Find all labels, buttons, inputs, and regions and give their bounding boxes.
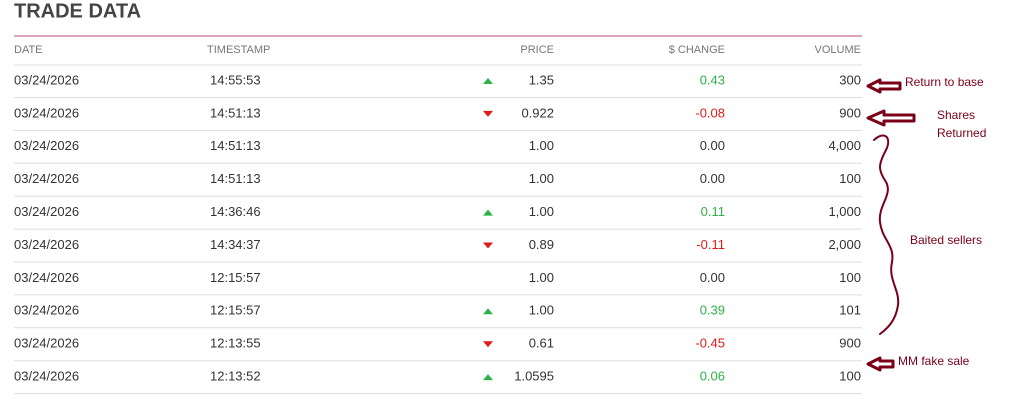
volume-cell: 900	[839, 336, 861, 351]
time-cell: 14:51:13	[210, 138, 261, 153]
time-cell: 12:13:55	[210, 336, 261, 351]
price-cell: 1.00	[529, 270, 554, 285]
volume-cell: 2,000	[828, 237, 861, 252]
annotation: Baited sellers	[910, 233, 982, 247]
time-cell: 12:15:57	[210, 303, 261, 318]
date-cell: 03/24/2026	[14, 303, 79, 318]
column-header: VOLUME	[815, 44, 861, 56]
time-cell: 12:13:52	[210, 369, 261, 384]
annotation: MM fake sale	[898, 354, 970, 368]
trend-up-icon	[483, 308, 493, 315]
annotation-arrow	[866, 78, 902, 94]
time-cell: 14:55:53	[210, 72, 261, 87]
volume-cell: 300	[839, 72, 861, 87]
title: TRADE DATA	[14, 0, 141, 22]
trend-down-icon	[483, 110, 493, 117]
change-cell: 0.00	[700, 270, 725, 285]
volume-cell: 1,000	[828, 204, 861, 219]
annotation: Return to base	[905, 75, 984, 89]
volume-cell: 4,000	[828, 138, 861, 153]
time-cell: 14:51:13	[210, 105, 261, 120]
date-cell: 03/24/2026	[14, 237, 79, 252]
volume-cell: 100	[839, 171, 861, 186]
date-cell: 03/24/2026	[14, 204, 79, 219]
price-cell: 1.35	[529, 72, 554, 87]
time-cell: 14:36:46	[210, 204, 261, 219]
change-cell: 0.00	[700, 171, 725, 186]
column-header: $ CHANGE	[669, 44, 725, 56]
price-cell: 1.0595	[514, 369, 554, 384]
annotation-arrow	[866, 356, 895, 372]
price-cell: 0.89	[529, 237, 554, 252]
price-cell: 1.00	[529, 138, 554, 153]
volume-cell: 900	[839, 105, 861, 120]
trend-up-icon	[483, 374, 493, 381]
date-cell: 03/24/2026	[14, 138, 79, 153]
column-header: PRICE	[520, 44, 554, 56]
price-cell: 0.922	[521, 105, 554, 120]
change-cell: 0.43	[700, 72, 725, 87]
date-cell: 03/24/2026	[14, 171, 79, 186]
annotation: Returned	[937, 126, 986, 140]
change-cell: -0.11	[696, 237, 725, 252]
change-cell: 0.00	[700, 138, 725, 153]
annotation: Shares	[937, 108, 975, 122]
trend-up-icon	[483, 78, 493, 84]
change-cell: -0.08	[695, 105, 725, 120]
annotation-bracket	[873, 134, 900, 335]
trend-down-icon	[483, 242, 493, 249]
date-cell: 03/24/2026	[14, 105, 79, 120]
date-cell: 03/24/2026	[14, 369, 79, 384]
change-cell: 0.39	[700, 303, 725, 318]
annotation-arrow	[866, 109, 916, 127]
price-cell: 1.00	[529, 303, 554, 318]
change-cell: 0.11	[701, 204, 725, 219]
volume-cell: 100	[839, 270, 861, 285]
time-cell: 14:34:37	[210, 237, 261, 252]
time-cell: 14:51:13	[210, 171, 261, 186]
column-header: DATE	[14, 44, 43, 56]
date-cell: 03/24/2026	[14, 336, 79, 351]
trend-down-icon	[483, 341, 493, 348]
price-cell: 1.00	[529, 204, 554, 219]
date-cell: 03/24/2026	[14, 72, 79, 87]
column-header: TIMESTAMP	[207, 44, 270, 56]
volume-cell: 101	[839, 303, 861, 318]
price-cell: 0.61	[529, 336, 554, 351]
volume-cell: 100	[839, 369, 861, 384]
time-cell: 12:15:57	[210, 270, 261, 285]
price-cell: 1.00	[529, 171, 554, 186]
change-cell: -0.45	[695, 336, 725, 351]
date-cell: 03/24/2026	[14, 270, 79, 285]
change-cell: 0.06	[700, 369, 725, 384]
trend-up-icon	[483, 209, 493, 216]
